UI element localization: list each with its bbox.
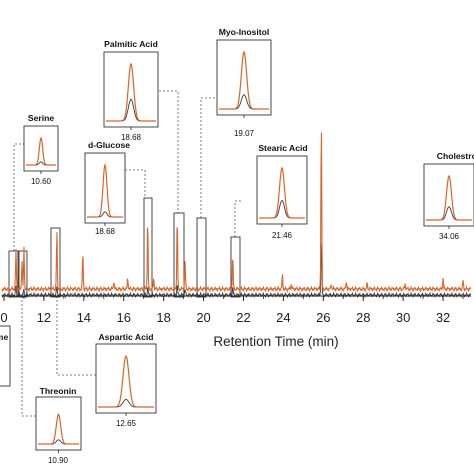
inset-box: [423, 163, 474, 227]
inset-palmitic-acid: Palmitic Acid 18.68: [103, 39, 159, 142]
x-tick-label: 20: [196, 310, 210, 325]
x-tick-label: 16: [117, 310, 131, 325]
inset-title: Stearic Acid: [258, 143, 307, 153]
leader-line: [125, 169, 146, 198]
sample-trace: [1, 132, 472, 293]
inset-title: me: [0, 332, 8, 342]
inset-myo-inositol: Myo-Inositol 19.07: [216, 27, 272, 138]
peak-highlight-box: [230, 236, 241, 298]
inset-box: [95, 343, 157, 414]
inset-retention-time: 34.06: [439, 232, 460, 241]
inset-retention-time: 10.60: [31, 177, 52, 186]
inset-sample-peak: [98, 354, 154, 408]
x-tick-label: 28: [356, 310, 370, 325]
inset-retention-time: 18.68: [121, 133, 142, 142]
chromatogram-traces: [1, 132, 472, 299]
inset-sample-peak: [38, 413, 79, 445]
inset-title: Threonin: [40, 386, 77, 396]
x-tick-label: 12: [37, 310, 51, 325]
x-tick-label: 26: [316, 310, 330, 325]
inset-title: Serine: [28, 113, 54, 123]
inset-box: [23, 125, 59, 172]
x-tick-label: 32: [436, 310, 450, 325]
inset-threonin: Threonin 10.90: [35, 386, 82, 465]
x-axis: 0 12 14 16 18 20 22 24 26 28 30 32: [0, 295, 471, 325]
inset-box: [0, 325, 11, 387]
leader-line: [21, 297, 44, 417]
leader-line: [200, 97, 235, 218]
inset-title: Aspartic Acid: [98, 332, 153, 342]
inset-sample-peak: [219, 50, 269, 110]
peak-highlight-box: [196, 217, 207, 298]
inset-sample-peak: [106, 62, 156, 122]
inset-sample-peak: [426, 174, 472, 221]
inset-sample-peak: [259, 166, 305, 219]
inset-sample-peak: [26, 136, 56, 166]
inset-retention-time: 10.90: [48, 456, 69, 465]
peak-highlight-box: [143, 197, 153, 298]
x-tick-label: 14: [77, 310, 91, 325]
x-tick-label: 30: [396, 310, 410, 325]
inset-retention-time: 18.68: [95, 227, 116, 236]
inset-aspartic-acid: Aspartic Acid 12.65: [95, 332, 157, 428]
inset-title: Myo-Inositol: [219, 27, 270, 37]
peak-highlight-box: [8, 250, 19, 298]
inset-stearic-acid: Stearic Acid 21.46: [256, 143, 308, 240]
x-tick-label: 0: [0, 310, 7, 325]
peak-highlight-box: [18, 250, 28, 298]
inset-cholestrol: Cholestrol 34.06: [423, 151, 474, 241]
x-axis-title: Retention Time (min): [213, 334, 338, 349]
inset-serine: Serine 10.60: [23, 113, 59, 186]
leader-line: [56, 297, 96, 376]
inset-title: Cholestrol: [437, 151, 474, 161]
peak-highlight-boxes: [8, 197, 241, 298]
x-tick-label: 18: [156, 310, 170, 325]
inset-retention-time: 12.65: [116, 419, 137, 428]
x-tick-label: 24: [276, 310, 290, 325]
inset-box: [256, 155, 308, 225]
inset-me: me: [0, 325, 11, 387]
leader-line: [155, 90, 179, 213]
inset-title: d-Glucose: [88, 140, 130, 150]
inset-retention-time: 19.07: [234, 129, 255, 138]
inset-retention-time: 21.46: [272, 231, 293, 240]
peak-highlight-box: [50, 227, 61, 298]
inset-sample-peak: [87, 162, 123, 218]
inset-title: Palmitic Acid: [104, 39, 158, 49]
peak-highlight-box: [173, 212, 185, 298]
inset-d-glucose: d-Glucose 18.68: [84, 140, 130, 236]
x-tick-label: 22: [236, 310, 250, 325]
inset-box: [35, 396, 82, 451]
peak-insets: Serine 10.60 Palmitic Acid 18.68 Myo-Inosito…: [0, 27, 474, 465]
leader-line: [234, 200, 241, 237]
